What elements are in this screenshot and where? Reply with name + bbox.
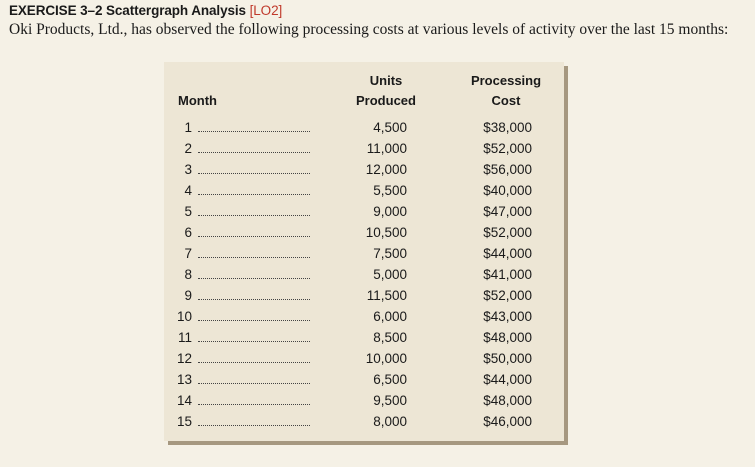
table-row: 5 9,000 $47,000: [164, 202, 564, 223]
units-cell: 6,500: [373, 372, 407, 387]
table-row: 9 11,500 $52,000: [164, 286, 564, 307]
header-cost-line1: Processing: [470, 73, 542, 88]
dot-leader: [198, 362, 310, 363]
units-cell: 6,000: [373, 309, 407, 324]
cost-cell: $44,000: [483, 246, 532, 261]
month-cell: 4: [184, 183, 192, 198]
table-row: 7 7,500 $44,000: [164, 244, 564, 265]
month-cell: 5: [184, 204, 192, 219]
cost-cell: $48,000: [483, 330, 532, 345]
month-cell: 10: [176, 309, 192, 324]
table-row: 3 12,000 $56,000: [164, 160, 564, 181]
month-cell: 15: [176, 414, 192, 429]
table-row: 8 5,000 $41,000: [164, 265, 564, 286]
cost-cell: $56,000: [483, 162, 532, 177]
units-cell: 10,000: [365, 351, 407, 366]
cost-cell: $41,000: [483, 267, 532, 282]
cost-cell: $52,000: [483, 225, 532, 240]
header-cost-line2: Cost: [491, 93, 521, 108]
dot-leader: [198, 404, 310, 405]
cost-cell: $46,000: [483, 414, 532, 429]
cost-cell: $38,000: [483, 120, 532, 135]
exercise-heading: EXERCISE 3–2 Scattergraph Analysis [LO2]: [9, 3, 282, 18]
dot-leader: [198, 215, 310, 216]
units-cell: 11,500: [366, 288, 407, 303]
exercise-title: EXERCISE 3–2 Scattergraph Analysis: [9, 3, 246, 18]
header-units-line1: Units: [369, 73, 403, 88]
cost-cell: $52,000: [483, 141, 532, 156]
dot-leader: [198, 425, 310, 426]
dot-leader: [198, 320, 310, 321]
dot-leader: [198, 131, 310, 132]
table-row: 1 4,500 $38,000: [164, 118, 564, 139]
month-cell: 12: [176, 351, 192, 366]
table-row: 13 6,500 $44,000: [164, 370, 564, 391]
dot-leader: [198, 383, 310, 384]
units-cell: 12,000: [365, 162, 407, 177]
units-cell: 5,500: [373, 183, 407, 198]
header-units-line2: Produced: [356, 93, 416, 108]
header-month: Month: [178, 93, 217, 108]
cost-cell: $44,000: [483, 372, 532, 387]
dot-leader: [198, 173, 310, 174]
dot-leader: [198, 257, 310, 258]
units-cell: 8,500: [373, 330, 407, 345]
dot-leader: [198, 278, 310, 279]
dot-leader: [198, 299, 310, 300]
month-cell: 8: [184, 267, 192, 282]
cost-cell: $48,000: [483, 393, 532, 408]
month-cell: 2: [184, 141, 192, 156]
month-cell: 9: [184, 288, 192, 303]
month-cell: 6: [184, 225, 192, 240]
units-cell: 11,000: [366, 141, 407, 156]
cost-cell: $47,000: [483, 204, 532, 219]
month-cell: 14: [176, 393, 192, 408]
table-row: 14 9,500 $48,000: [164, 391, 564, 412]
table-row: 11 8,500 $48,000: [164, 328, 564, 349]
month-cell: 11: [177, 330, 192, 345]
learning-objective-ref: [LO2]: [249, 3, 283, 18]
dot-leader: [198, 236, 310, 237]
month-cell: 1: [184, 120, 192, 135]
data-table: Month Units Produced Processing Cost 1 4,…: [164, 62, 564, 441]
dot-leader: [198, 194, 310, 195]
table-row: 2 11,000 $52,000: [164, 139, 564, 160]
table-row: 15 8,000 $46,000: [164, 412, 564, 433]
cost-cell: $50,000: [483, 351, 532, 366]
month-cell: 3: [184, 162, 192, 177]
table-row: 10 6,000 $43,000: [164, 307, 564, 328]
month-cell: 13: [176, 372, 192, 387]
table-row: 4 5,500 $40,000: [164, 181, 564, 202]
dot-leader: [198, 341, 310, 342]
units-cell: 8,000: [373, 414, 407, 429]
units-cell: 7,500: [373, 246, 407, 261]
units-cell: 5,000: [373, 267, 407, 282]
table-row: 12 10,000 $50,000: [164, 349, 564, 370]
units-cell: 9,500: [373, 393, 407, 408]
units-cell: 10,500: [365, 225, 407, 240]
month-cell: 7: [184, 246, 192, 261]
table-row: 6 10,500 $52,000: [164, 223, 564, 244]
units-cell: 4,500: [373, 120, 407, 135]
cost-cell: $52,000: [483, 288, 532, 303]
cost-cell: $40,000: [483, 183, 532, 198]
dot-leader: [198, 152, 310, 153]
exercise-intro: Oki Products, Ltd., has observed the fol…: [9, 21, 729, 38]
units-cell: 9,000: [373, 204, 407, 219]
cost-cell: $43,000: [483, 309, 532, 324]
